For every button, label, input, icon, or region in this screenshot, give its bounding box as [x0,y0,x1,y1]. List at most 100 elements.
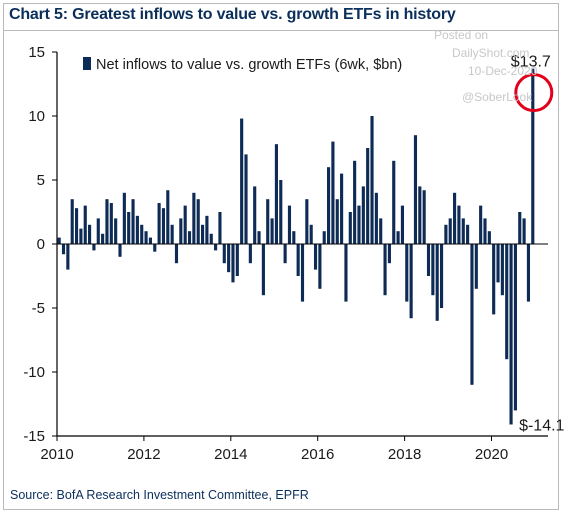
bar [309,224,313,244]
x-tick-label: 2014 [214,446,247,463]
bar [101,233,105,244]
bar [335,199,339,244]
bar [370,116,374,244]
bar [526,244,531,302]
source-note: Source: BofA Research Investment Committ… [10,488,309,502]
bar [287,205,292,244]
bar [135,215,139,244]
watermark-posted-on: Posted on [434,28,489,42]
annotation-max: $13.7 [511,54,551,71]
bar [387,244,391,264]
highlight-circle [514,73,554,113]
bar [435,244,439,321]
bar [244,154,248,244]
legend: Net inflows to value vs. growth ETFs (6w… [83,57,402,73]
bar [418,186,422,244]
bar [374,192,378,244]
bar [174,244,179,264]
bar [353,160,357,244]
bar [96,218,100,244]
bar [79,228,83,244]
bar [300,244,305,302]
legend-label: Net inflows to value vs. growth ETFs (6w… [96,57,402,73]
bar [322,231,326,244]
bar [279,180,283,244]
bar [444,224,448,244]
bar [518,212,522,244]
y-tick-label: -15 [23,428,45,445]
bar [122,192,126,244]
bar [500,244,504,296]
x-tick-label: 2020 [475,446,508,463]
bar [187,231,192,244]
bar [183,205,187,244]
bar [405,244,409,302]
bar [170,224,174,244]
bar [222,244,226,264]
bar [448,218,452,244]
bar [305,199,309,244]
bar [240,118,244,244]
bar [179,218,183,244]
bar [383,244,387,296]
bar [509,244,513,425]
bar [479,205,483,244]
bar [461,218,465,244]
annotation-min: $-14.1 [519,417,564,434]
bar [400,205,404,244]
bar [422,190,426,244]
bar [231,244,235,283]
y-tick-label: 15 [28,44,45,61]
bar [457,205,461,244]
bar [66,244,70,270]
bar [205,215,209,244]
bar [70,199,74,244]
bar [148,237,152,244]
title-divider [3,30,559,31]
x-tick-label: 2010 [40,446,73,463]
bar [483,218,487,244]
watermark-date: 10-Dec-2020 [468,64,538,78]
y-tick-label: 10 [28,108,45,125]
bar [492,244,496,315]
bar [292,231,296,244]
bar [83,205,87,244]
bar [214,244,218,251]
bar [157,203,161,244]
bar [379,218,383,244]
bar [522,218,526,244]
bar [331,141,335,244]
bar [192,192,196,244]
bar [531,68,535,244]
bar [253,186,257,244]
bar [413,135,418,244]
bar [88,224,92,244]
watermark-handle: @SoberLook [462,90,533,104]
bar [261,244,265,296]
bar [357,205,361,244]
y-tick-label: -10 [23,364,45,381]
bar [361,186,365,244]
bar [227,244,231,273]
bar [153,244,157,252]
bar [487,231,491,244]
bar [296,244,300,276]
bar [313,244,318,270]
bar [392,160,396,244]
bar [201,224,205,244]
bar [109,203,113,244]
bar [327,167,331,244]
watermark-site: DailyShot.com [452,46,530,60]
bar [74,208,79,244]
bar [166,190,170,244]
bar [144,231,148,244]
bar [270,218,274,244]
x-tick-label: 2018 [388,446,421,463]
bar [118,244,122,257]
bar [248,244,252,264]
bar [513,244,517,411]
bar [505,244,509,360]
bar [235,244,239,276]
bar [366,148,370,244]
bar [396,231,400,244]
